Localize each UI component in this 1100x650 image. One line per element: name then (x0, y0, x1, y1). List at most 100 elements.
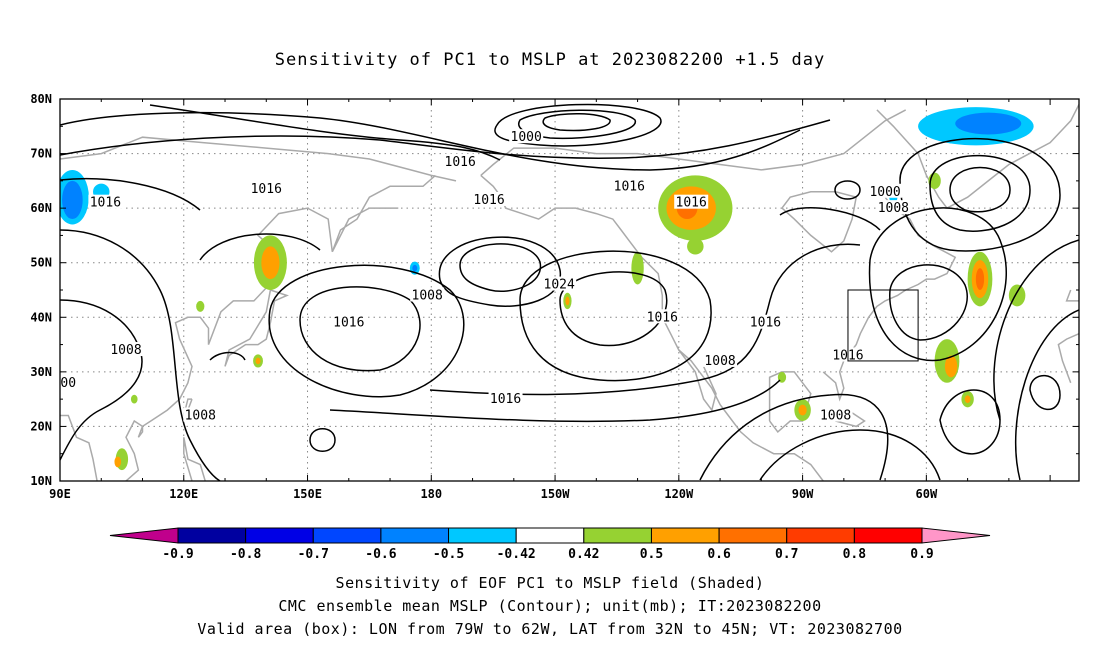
contour-label: 1000 (869, 185, 900, 200)
mslp-contour-line (268, 264, 465, 398)
colorbar-high-end (921, 527, 991, 544)
shaded-region (798, 404, 807, 416)
colorbar-tick-label: -0.6 (365, 547, 396, 562)
contour-label: 1016 (490, 392, 521, 407)
mslp-contours (60, 103, 1079, 481)
contour-label: 1000 (511, 130, 542, 145)
colorbar-tick-label: -0.7 (298, 547, 329, 562)
lat-tick-label: 60N (30, 201, 52, 215)
shaded-region (964, 395, 971, 403)
footer-line-3: Valid area (box): LON from 79W to 62W, L… (197, 620, 903, 638)
coastlines (60, 104, 1079, 481)
mslp-contour-line (329, 379, 781, 423)
mslp-contour-line (60, 119, 831, 159)
contour-label-bg (674, 194, 709, 209)
coastline-segment (331, 174, 436, 253)
coastline-segment (224, 289, 289, 367)
colorbar-segment (380, 527, 450, 544)
contour-label-bg (868, 183, 903, 198)
chart-title: Sensitivity of PC1 to MSLP at 2023082200… (274, 50, 826, 70)
shaded-region (196, 300, 205, 312)
colorbar-tick-label: 0.9 (910, 547, 933, 562)
mslp-contour-line (542, 112, 611, 132)
contour-label: 00 (60, 376, 76, 391)
contour-label-bg (443, 153, 478, 168)
shaded-region (955, 112, 1022, 135)
shaded-region (255, 357, 261, 365)
coastline-segment (678, 349, 717, 412)
coastline-segment (183, 437, 207, 481)
contour-label-bg (488, 391, 523, 406)
contour-label: 1016 (676, 196, 707, 211)
contour-label: 1016 (473, 193, 504, 208)
contour-label-bg (612, 178, 647, 193)
valid-area-box (847, 289, 919, 362)
coastline-segment (480, 174, 824, 481)
lat-tick-label: 20N (30, 419, 52, 433)
mslp-contour-line (459, 243, 542, 292)
mslp-contour-line (309, 428, 336, 452)
lat-tick-label: 50N (30, 256, 52, 270)
map-frame: 1000 1016 1016 1016 1016 1016 1016 1000 1008 1024… (30, 92, 1080, 501)
colorbar-segment (718, 527, 788, 544)
latitude-tick-labels: 80N 70N 60N 50N 40N 30N 20N 10N (30, 92, 52, 488)
coastline-segment (1065, 289, 1079, 302)
mslp-contour-line (699, 393, 889, 481)
coastline-segment (137, 426, 144, 438)
coastline-segment (1057, 333, 1079, 384)
lat-tick-label: 30N (30, 365, 52, 379)
contour-label: 1008 (412, 288, 443, 303)
mslp-contour-line (1014, 309, 1079, 481)
contour-label-bg (331, 314, 366, 329)
colorbar-tick-label: -0.5 (433, 547, 464, 562)
contour-label-bg (109, 342, 144, 357)
mslp-contour-labels: 1000 1016 1016 1016 1016 1016 1016 1000 1008 1024… (60, 129, 911, 424)
colorbar-segment (853, 527, 923, 544)
colorbar-segment (786, 527, 855, 544)
contour-label-bg (542, 276, 577, 291)
mslp-contour-line (209, 351, 246, 361)
lat-tick-label: 70N (30, 147, 52, 161)
contour-label: 1016 (251, 182, 282, 197)
lat-tick-label: 40N (30, 310, 52, 324)
shaded-region (944, 355, 958, 378)
contour-label-bg (249, 181, 284, 196)
contour-label: 1016 (750, 316, 781, 331)
shaded-region (412, 264, 418, 272)
lon-tick-label: 90E (49, 487, 71, 501)
lat-tick-label: 10N (30, 474, 52, 488)
contour-label: 1024 (544, 278, 575, 293)
mslp-contour-line (60, 111, 801, 171)
colorbar-tick-label: 0.6 (707, 547, 731, 562)
lon-tick-label: 60W (916, 487, 938, 501)
contour-label-bg (818, 407, 853, 422)
colorbar-segment (515, 527, 585, 544)
mslp-contour-line (929, 154, 1031, 232)
longitude-tick-labels: 90E 120E 150E 180 150W 120W 90W 60W (49, 487, 938, 501)
colorbar-tick-label: 0.42 (568, 547, 599, 562)
contour-label-bg (703, 352, 738, 367)
lon-tick-label: 150E (293, 487, 322, 501)
mslp-contour-line (868, 207, 1008, 362)
shaded-region (565, 296, 570, 306)
contour-label: 1016 (90, 196, 121, 211)
mslp-contour-line (60, 299, 143, 461)
colorbar-tick-label: 0.7 (775, 547, 798, 562)
lat-tick-label: 80N (30, 92, 52, 106)
map-ticks (59, 98, 1079, 482)
contour-label-bg (183, 407, 218, 422)
shaded-region (62, 180, 83, 220)
shaded-region (130, 394, 138, 404)
colorbar-segment (583, 527, 652, 544)
contour-label-bg (645, 309, 680, 324)
mslp-contour-line (299, 286, 421, 372)
lon-tick-label: 150W (541, 487, 571, 501)
mslp-contour-line (779, 207, 881, 231)
mslp-contour-line (519, 250, 712, 382)
colorbar-tick-label: -0.42 (497, 547, 536, 562)
contour-label-bg (509, 129, 544, 144)
contour-label-bg (748, 314, 783, 329)
footer-line-2: CMC ensemble mean MSLP (Contour); unit(m… (278, 597, 822, 615)
